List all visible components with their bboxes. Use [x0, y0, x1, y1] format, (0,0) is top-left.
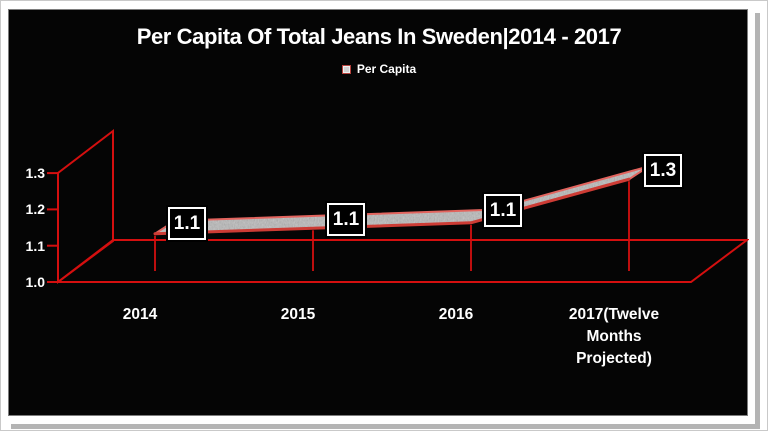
x-tick-label-2015: 2015 — [280, 306, 316, 323]
x-tick-label-2017: 2017(Twelve Months Projected) — [568, 306, 660, 367]
y-tick-label-1-2: 1.2 — [25, 201, 45, 217]
chart-panel: Per Capita Of Total Jeans In Sweden|2014… — [8, 9, 749, 416]
axis-floor — [55, 239, 749, 283]
y-tick-label-1-1: 1.1 — [25, 238, 45, 254]
y-tick-label-1-0: 1.0 — [25, 274, 45, 290]
series-ribbon-front-edge — [153, 177, 631, 236]
y-tick-label-1-3: 1.3 — [25, 165, 45, 181]
series-ribbon-per-capita — [154, 165, 650, 235]
page-shadow-right — [755, 13, 760, 427]
y-axis-ticks — [47, 172, 58, 283]
page-shadow-bottom — [11, 424, 760, 429]
category-drop-lines — [154, 181, 630, 271]
legend-swatch-icon — [341, 64, 351, 74]
data-label-2017: 1.3 — [644, 154, 682, 187]
x-tick-label-2016: 2016 — [438, 306, 474, 323]
legend-label: Per Capita — [356, 62, 417, 76]
data-label-2016: 1.1 — [484, 194, 522, 227]
x-tick-label-2014: 2014 — [122, 306, 158, 323]
data-label-2015: 1.1 — [327, 203, 365, 236]
axis-wall — [57, 128, 114, 284]
legend: Per Capita — [9, 62, 749, 76]
data-label-2014: 1.1 — [168, 207, 206, 240]
chart-title: Per Capita Of Total Jeans In Sweden|2014… — [136, 24, 622, 49]
